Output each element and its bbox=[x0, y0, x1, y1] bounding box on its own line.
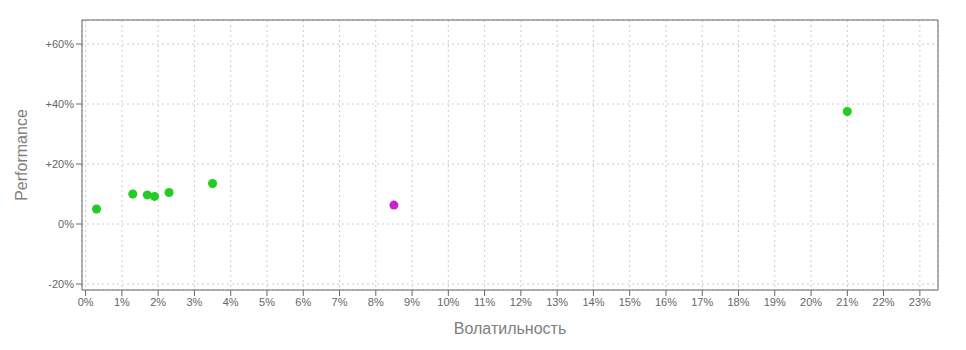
svg-text:15%: 15% bbox=[619, 296, 641, 308]
svg-text:7%: 7% bbox=[332, 296, 348, 308]
svg-text:2%: 2% bbox=[150, 296, 166, 308]
svg-text:+40%: +40% bbox=[46, 98, 75, 110]
svg-text:23%: 23% bbox=[909, 296, 931, 308]
svg-text:20%: 20% bbox=[800, 296, 822, 308]
svg-text:19%: 19% bbox=[764, 296, 786, 308]
svg-text:16%: 16% bbox=[655, 296, 677, 308]
svg-text:Performance: Performance bbox=[13, 109, 30, 201]
svg-text:21%: 21% bbox=[836, 296, 858, 308]
svg-text:Волатильность: Волатильность bbox=[454, 320, 566, 337]
svg-text:12%: 12% bbox=[510, 296, 532, 308]
svg-text:8%: 8% bbox=[368, 296, 384, 308]
svg-text:+20%: +20% bbox=[46, 158, 75, 170]
svg-text:4%: 4% bbox=[223, 296, 239, 308]
svg-text:10%: 10% bbox=[437, 296, 459, 308]
svg-text:17%: 17% bbox=[691, 296, 713, 308]
svg-text:13%: 13% bbox=[546, 296, 568, 308]
svg-text:5%: 5% bbox=[259, 296, 275, 308]
svg-text:9%: 9% bbox=[404, 296, 420, 308]
svg-text:0%: 0% bbox=[58, 218, 74, 230]
svg-text:-20%: -20% bbox=[48, 278, 74, 290]
svg-text:14%: 14% bbox=[582, 296, 604, 308]
svg-text:22%: 22% bbox=[873, 296, 895, 308]
svg-text:3%: 3% bbox=[186, 296, 202, 308]
svg-text:11%: 11% bbox=[474, 296, 495, 308]
svg-text:18%: 18% bbox=[727, 296, 749, 308]
svg-text:6%: 6% bbox=[295, 296, 311, 308]
svg-text:0%: 0% bbox=[78, 296, 94, 308]
svg-text:+60%: +60% bbox=[46, 38, 75, 50]
svg-text:1%: 1% bbox=[114, 296, 130, 308]
